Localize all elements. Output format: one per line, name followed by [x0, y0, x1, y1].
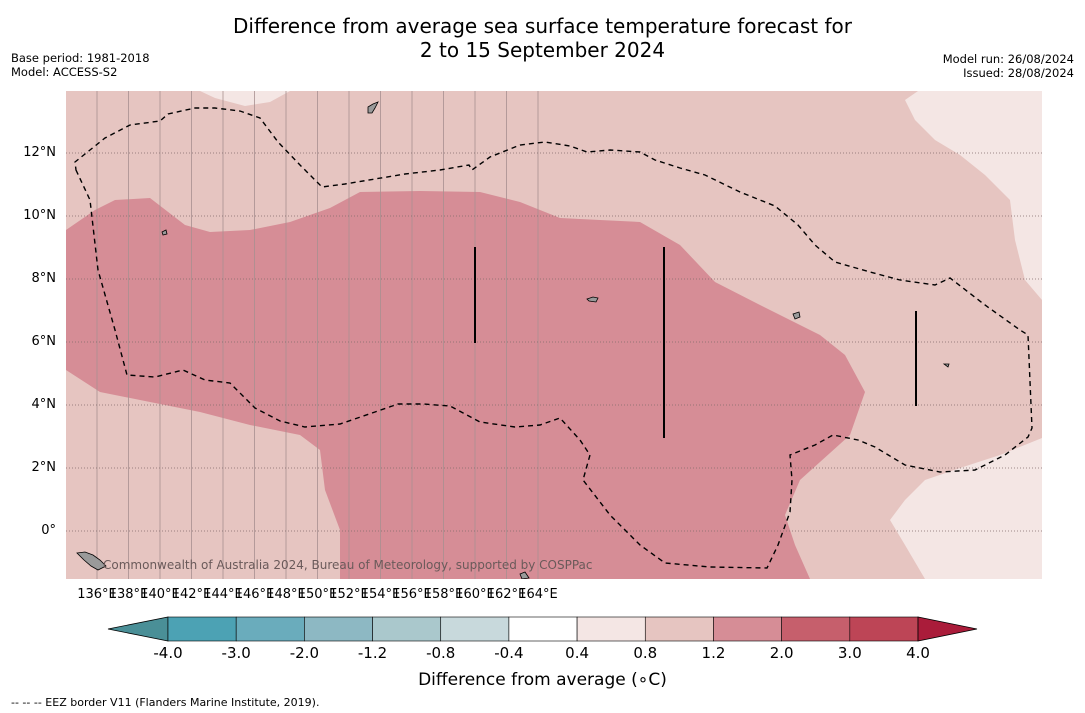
colorbar-tick-label: -0.4 — [494, 644, 524, 662]
colorbar-tick-label: 2.0 — [769, 644, 794, 662]
lon-label: 160°E — [455, 587, 495, 602]
colorbar-tick-label: 4.0 — [906, 644, 930, 662]
meta-right: Model run: 26/08/2024 Issued: 28/08/2024 — [943, 52, 1074, 80]
colorbar-tick-label: -3.0 — [221, 644, 251, 662]
anomaly-band-1.2-2.0 — [66, 191, 865, 579]
colorbar-swatch — [440, 616, 510, 642]
colorbar-swatch — [508, 616, 578, 642]
lon-label: 158°E — [423, 587, 464, 602]
lat-label: 4°N — [31, 397, 57, 412]
lon-label: 146°E — [234, 587, 275, 602]
lon-label: 140°E — [140, 587, 180, 602]
eez-border — [74, 107, 1033, 569]
front-lines — [474, 247, 917, 438]
colorbar-tick-label: 1.2 — [701, 644, 726, 662]
colorbar-title: Difference from average (∘C) — [418, 670, 667, 690]
colorbar-swatch — [781, 616, 851, 642]
lat-label: 10°N — [23, 208, 56, 223]
colorbar-arrow-high — [917, 616, 978, 642]
colorbar — [107, 616, 978, 642]
anomaly-band-0.4-0.8-southeast — [890, 438, 1042, 579]
lon-label: 156°E — [392, 587, 432, 602]
colorbar-swatch — [849, 616, 919, 642]
colorbar-tick-label: -4.0 — [153, 644, 183, 662]
lon-label: 142°E — [171, 587, 212, 602]
map-grid — [66, 91, 1042, 579]
title-line-1: Difference from average sea surface temp… — [232, 14, 852, 38]
lon-label: 164°E — [518, 587, 558, 602]
colorbar-swatch — [713, 616, 782, 642]
meta-left: Base period: 1981-2018 Model: ACCESS-S2 — [11, 51, 150, 79]
copyright-text: Commonwealth of Australia 2024, Bureau o… — [103, 558, 593, 572]
lon-label: 144°E — [203, 587, 243, 602]
map-area — [66, 91, 1042, 579]
map-title: Difference from average sea surface temp… — [0, 14, 1085, 62]
lat-label: 2°N — [31, 460, 57, 475]
colorbar-arrow-low — [107, 616, 169, 642]
colorbar-tick-label: 0.4 — [565, 644, 590, 662]
colorbar-swatch — [235, 616, 305, 642]
model-run: Model run: 26/08/2024 — [942, 52, 1074, 66]
model-name: Model: ACCESS-S2 — [11, 65, 118, 79]
colorbar-swatch — [644, 616, 714, 642]
colorbar-swatch — [304, 616, 373, 642]
lat-label: 6°N — [31, 334, 57, 349]
colorbar-tick-label: 0.8 — [633, 644, 658, 662]
colorbar-tick-label: -0.8 — [426, 644, 456, 662]
anomaly-band-0.4-0.8-northeast — [905, 91, 1042, 300]
colorbar-tick-label: -1.2 — [357, 644, 388, 662]
anomaly-band-0.4-0.8-northwest — [200, 91, 290, 106]
lon-label: 162°E — [486, 587, 527, 602]
lon-label: 152°E — [329, 587, 369, 602]
colorbar-tick-label: -2.0 — [289, 644, 319, 662]
colorbar-swatch — [167, 616, 237, 642]
colorbar-swatch — [576, 616, 646, 642]
issued-date: Issued: 28/08/2024 — [963, 66, 1074, 80]
lat-label: 0° — [41, 523, 56, 538]
lon-label: 150°E — [297, 587, 338, 602]
islands — [76, 101, 950, 579]
colorbar-swatch — [372, 616, 442, 642]
lon-label: 136°E — [77, 587, 117, 602]
lat-label: 12°N — [23, 145, 56, 160]
eez-footnote: -- -- -- EEZ border V11 (Flanders Marine… — [11, 696, 320, 709]
lon-label: 148°E — [266, 587, 306, 602]
lon-label: 138°E — [108, 587, 149, 602]
title-line-2: 2 to 15 September 2024 — [419, 38, 666, 62]
colorbar-tick-label: 3.0 — [837, 644, 862, 662]
base-period: Base period: 1981-2018 — [11, 51, 150, 65]
lon-label: 154°E — [360, 587, 401, 602]
lat-label: 8°N — [31, 271, 57, 286]
